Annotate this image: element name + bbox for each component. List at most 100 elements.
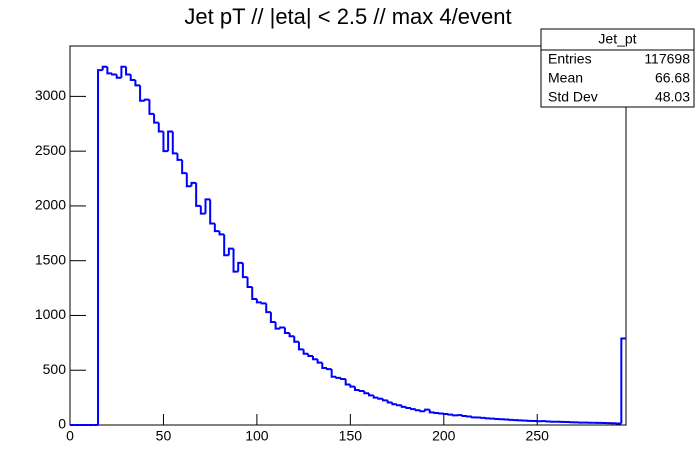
histogram-bin	[213, 223, 220, 233]
stats-label: Mean	[548, 70, 583, 86]
histogram-bin	[199, 205, 206, 215]
histogram-bin	[396, 404, 402, 407]
histogram-bin	[246, 277, 253, 288]
histogram-bin	[339, 377, 346, 380]
histogram-bin	[120, 65, 127, 78]
histogram-bin	[363, 391, 370, 395]
histogram-bin	[255, 299, 262, 304]
histogram-bin	[442, 413, 449, 416]
histogram-bin	[293, 336, 299, 343]
histogram-bin	[204, 198, 211, 214]
x-tick-label: 150	[339, 428, 363, 444]
histogram-bin	[344, 378, 351, 386]
histogram-bin	[433, 411, 440, 414]
histogram-bin	[288, 332, 295, 338]
y-tick-label: 2000	[35, 197, 66, 213]
histogram-bin	[484, 417, 491, 420]
histogram-bin	[101, 65, 108, 71]
histogram-bin	[171, 131, 178, 155]
histogram-bin	[157, 122, 164, 133]
histogram-bin	[297, 341, 304, 351]
y-tick-label: 3000	[35, 87, 66, 103]
histogram-bin	[428, 409, 435, 414]
histogram-bin	[349, 384, 356, 388]
histogram-bin	[330, 369, 337, 378]
y-tick-label: 2500	[35, 142, 66, 158]
histogram-bin	[274, 322, 281, 330]
histogram-bin	[470, 416, 477, 419]
y-tick-label: 500	[43, 361, 67, 377]
histogram-bin	[162, 131, 169, 153]
histogram-bin	[400, 405, 407, 408]
histogram-bin	[190, 181, 197, 187]
x-tick-label: 100	[245, 428, 269, 444]
histogram-bin	[115, 74, 122, 79]
histogram-bin	[129, 74, 136, 81]
histogram-bin	[176, 153, 183, 161]
stats-box	[540, 28, 695, 108]
histogram-bin	[134, 79, 141, 87]
histogram-bin	[106, 66, 113, 75]
stats-value: 117698	[644, 51, 690, 67]
chart-title: Jet pT // |eta| < 2.5 // max 4/event	[184, 4, 511, 29]
histogram-bin	[195, 182, 201, 207]
histogram-bin	[279, 326, 285, 329]
histogram-bin	[283, 327, 290, 334]
histogram-bin	[620, 337, 626, 424]
histogram-bin	[251, 286, 257, 301]
histogram-bin	[391, 402, 398, 406]
histogram-bin	[237, 261, 243, 272]
histogram-bin	[372, 395, 379, 399]
y-tick-label: 1500	[35, 251, 66, 267]
histogram-bin	[377, 397, 384, 400]
histogram-bin	[139, 85, 145, 102]
histogram-bin	[232, 248, 239, 273]
histogram-bin	[438, 412, 444, 415]
histogram-bin	[209, 199, 215, 225]
histogram-bin	[218, 231, 225, 236]
histogram-bin	[167, 130, 173, 152]
histogram-bin	[241, 262, 248, 279]
histogram-bin	[452, 414, 458, 417]
histogram-bin	[125, 66, 131, 76]
histogram-bin	[311, 355, 318, 361]
histogram-bin	[368, 393, 374, 397]
histogram-bin	[97, 69, 103, 425]
histogram-bin	[335, 376, 341, 379]
histogram-bin	[111, 73, 117, 76]
stats-label: Entries	[548, 51, 592, 67]
histogram-bin	[307, 353, 313, 357]
histogram-bin	[302, 349, 309, 355]
stats-label: Std Dev	[548, 89, 598, 105]
histogram-bin	[410, 408, 416, 411]
histogram-bin	[316, 359, 323, 364]
histogram-bin	[414, 409, 421, 412]
histogram-bin	[223, 234, 229, 257]
x-tick-label: 0	[66, 428, 74, 444]
x-tick-label: 200	[432, 428, 456, 444]
histogram-bin	[260, 302, 267, 305]
frame	[69, 45, 627, 426]
histogram-bin	[321, 362, 327, 370]
histogram-bin	[424, 408, 430, 412]
stats-value: 66.68	[655, 70, 690, 86]
y-tick-label: 0	[58, 416, 66, 432]
histogram-bin	[386, 400, 393, 404]
histogram-bin	[382, 398, 388, 402]
histogram-bin	[419, 410, 426, 413]
histogram-bin	[325, 368, 332, 371]
stats-value: 48.03	[655, 89, 690, 105]
histogram-bin	[148, 99, 155, 115]
histogram-bin	[269, 312, 276, 324]
histogram-bin	[181, 159, 187, 175]
x-tick-label: 50	[156, 428, 172, 444]
x-tick-label: 250	[526, 428, 550, 444]
histogram-bin	[461, 415, 468, 418]
histogram-bin	[265, 303, 271, 314]
histogram-bin	[405, 406, 412, 410]
histogram-bin	[185, 173, 192, 188]
y-tick-label: 1000	[35, 306, 66, 322]
stats-title: Jet_pt	[598, 31, 636, 47]
